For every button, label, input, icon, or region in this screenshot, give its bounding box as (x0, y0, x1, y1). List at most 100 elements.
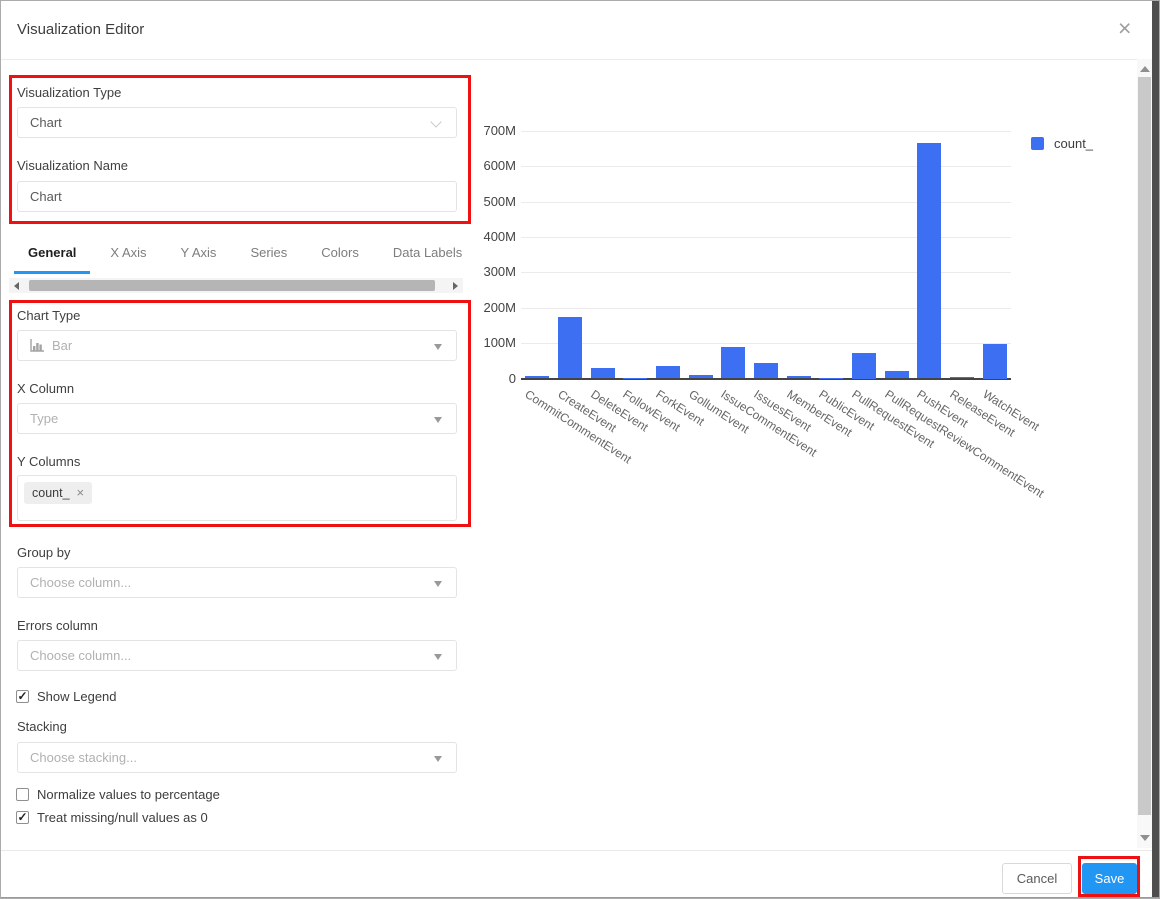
show-legend-row: ✓ Show Legend (16, 689, 117, 704)
bar-chart-icon (30, 339, 44, 352)
y-axis-tick: 400M (483, 228, 516, 244)
dialog-title: Visualization Editor (17, 21, 145, 38)
normalize-row: Normalize values to percentage (16, 787, 220, 802)
chart-type-label: Chart Type (17, 308, 81, 323)
stacking-select[interactable]: Choose stacking... (17, 742, 457, 773)
tab-y-axis[interactable]: Y Axis (180, 245, 217, 260)
scroll-down-arrow-icon[interactable] (1139, 835, 1150, 841)
x-column-value: Type (30, 411, 59, 426)
y-column-tag-label: count_ (32, 486, 70, 500)
x-axis-line (521, 377, 1011, 380)
y-column-tag: count_ × (24, 482, 93, 504)
treat-missing-label: Treat missing/null values as 0 (37, 810, 208, 825)
group-by-select[interactable]: Choose column... (17, 567, 457, 598)
vertical-scrollbar-thumb[interactable] (1138, 77, 1151, 815)
vertical-scrollbar[interactable] (1137, 59, 1152, 848)
y-columns-label: Y Columns (17, 454, 81, 469)
stacking-label: Stacking (17, 719, 67, 734)
close-icon[interactable]: × (1118, 15, 1132, 41)
visualization-name-input[interactable] (17, 181, 457, 212)
gridline (521, 201, 1011, 203)
legend-label-count: count_ (1054, 136, 1094, 151)
bar-PublicEvent (819, 377, 844, 379)
normalize-label: Normalize values to percentage (37, 787, 220, 802)
gridline (521, 130, 1011, 132)
visualization-type-label: Visualization Type (17, 85, 122, 100)
chart-legend: count_ (1031, 136, 1093, 151)
bar-ReleaseEvent (950, 376, 974, 379)
y-axis-tick: 600M (483, 158, 516, 174)
errors-column-label: Errors column (17, 618, 98, 633)
x-column-select[interactable]: Type (17, 403, 457, 434)
y-axis-tick: 200M (483, 299, 516, 315)
y-axis-tick: 500M (483, 193, 516, 209)
y-axis-tick: 300M (483, 264, 516, 280)
editor-tabs: General X Axis Y Axis Series Colors Data Labe… (14, 244, 482, 274)
header-divider (1, 59, 1153, 60)
bar-PullRequestEvent (852, 353, 876, 379)
scroll-left-arrow-icon[interactable] (14, 282, 19, 290)
window-bottom-edge (1, 897, 1159, 898)
y-axis-tick: 100M (483, 335, 516, 351)
y-axis-tick: 0 (508, 370, 516, 386)
x-column-label: X Column (17, 381, 75, 396)
caret-down-icon (434, 581, 442, 587)
bar-ForkEvent (656, 366, 680, 379)
gridline (521, 272, 1011, 274)
bar-CreateEvent (558, 316, 582, 379)
normalize-checkbox[interactable] (16, 788, 29, 801)
tab-data-labels[interactable]: Data Labels (392, 245, 463, 260)
remove-tag-icon[interactable]: × (76, 485, 85, 500)
bar-PushEvent (917, 143, 942, 379)
tab-series[interactable]: Series (250, 245, 288, 260)
bar-IssueCommentEvent (721, 346, 746, 379)
bar-FollowEvent (623, 377, 648, 379)
bar-chart: count_ 0 100M 200M 300M 400M 500M 600M 700M Comm… (481, 91, 1146, 591)
treat-missing-row: ✓ Treat missing/null values as 0 (16, 810, 208, 825)
treat-missing-checkbox[interactable]: ✓ (16, 810, 29, 824)
caret-down-icon (434, 344, 442, 350)
cancel-button[interactable]: Cancel (1002, 863, 1072, 894)
visualization-type-select[interactable]: Chart (17, 107, 457, 138)
chart-type-select[interactable]: Bar (17, 330, 457, 361)
bar-GollumEvent (688, 375, 713, 379)
visualization-type-value: Chart (30, 115, 62, 130)
y-axis-tick: 700M (483, 122, 516, 138)
errors-column-placeholder: Choose column... (30, 648, 132, 663)
bar-MemberEvent (786, 376, 811, 379)
gridline (521, 307, 1011, 309)
footer-divider (1, 850, 1153, 851)
caret-down-icon (434, 756, 442, 762)
gridline (521, 166, 1011, 168)
scroll-right-arrow-icon[interactable] (453, 282, 458, 290)
show-legend-checkbox[interactable]: ✓ (16, 689, 29, 703)
legend-swatch-count (1031, 137, 1044, 150)
visualization-name-label: Visualization Name (17, 158, 129, 173)
horizontal-scrollbar[interactable] (9, 278, 463, 293)
stacking-placeholder: Choose stacking... (30, 750, 137, 765)
tab-general[interactable]: General (14, 245, 91, 274)
caret-down-icon (434, 417, 442, 423)
y-columns-box[interactable]: count_ × (17, 475, 457, 521)
chevron-down-icon (430, 116, 442, 128)
window-right-edge (1152, 1, 1159, 898)
scroll-up-arrow-icon[interactable] (1139, 66, 1150, 72)
group-by-placeholder: Choose column... (30, 575, 132, 590)
caret-down-icon (434, 654, 442, 660)
bar-PullRequestReviewCommentEvent (884, 370, 909, 379)
gridline (521, 236, 1011, 238)
tab-colors[interactable]: Colors (321, 245, 359, 260)
tab-x-axis[interactable]: X Axis (110, 245, 147, 260)
bar-DeleteEvent (590, 367, 615, 379)
save-button[interactable]: Save (1082, 863, 1137, 894)
bar-CommitCommentEvent (525, 375, 550, 379)
show-legend-label: Show Legend (37, 689, 117, 704)
gridline (521, 343, 1011, 345)
group-by-label: Group by (17, 545, 71, 560)
chart-type-value: Bar (52, 338, 73, 353)
bar-IssuesEvent (754, 362, 778, 379)
horizontal-scrollbar-thumb[interactable] (29, 280, 435, 291)
bar-WatchEvent (982, 343, 1007, 379)
errors-column-select[interactable]: Choose column... (17, 640, 457, 671)
